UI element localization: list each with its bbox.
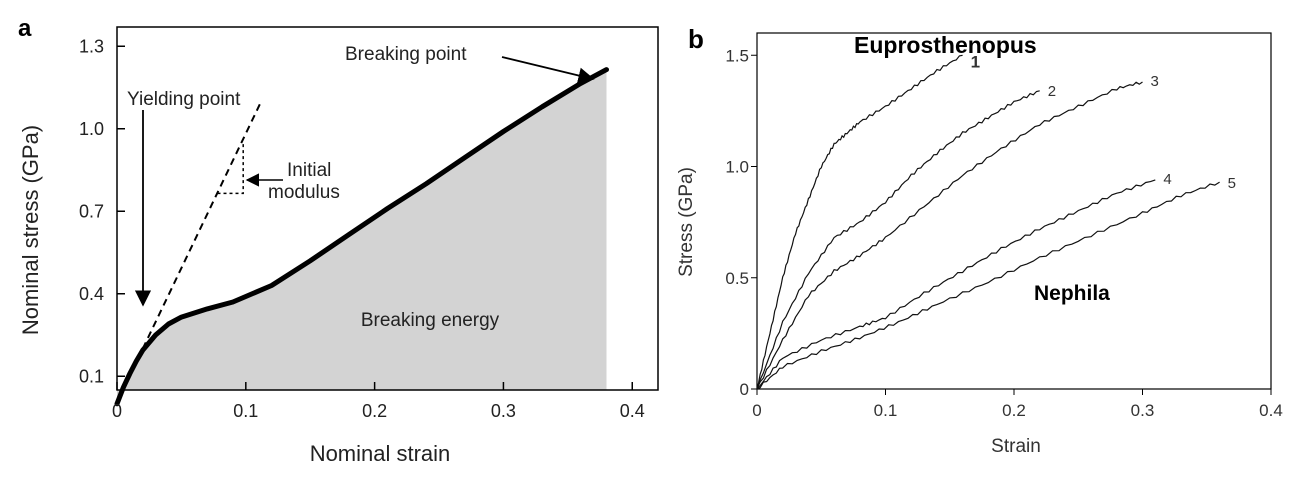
series-line-5: [756, 181, 1220, 390]
series-line-1: [756, 54, 963, 390]
panel-a-x-tick-label: 0: [112, 401, 122, 421]
modulus-triangle: [217, 143, 244, 195]
euprosthenopus-label: Euprosthenopus: [854, 32, 1037, 58]
panel-b-series: 1 2 3 4 5: [756, 52, 1236, 390]
series-label-4: 4: [1163, 171, 1171, 188]
stress-strain-curve: [114, 67, 609, 407]
panel-a-x-axis-label: Nominal strain: [310, 441, 451, 466]
series-line-4: [756, 179, 1156, 390]
panel-a-x-tick-label: 0.4: [620, 401, 645, 421]
panel-a-y-ticks: 0.1 0.4 0.7 1.0 1.3: [79, 36, 125, 386]
panel-b-x-tick-label: 0: [752, 401, 761, 420]
panel-a-y-tick-label: 0.1: [79, 366, 104, 386]
panel-b-y-tick-label: 1.5: [725, 46, 749, 65]
panel-a-label: a: [18, 15, 32, 42]
panel-a-frame: [116, 26, 659, 391]
panel-a-x-tick-label: 0.3: [491, 401, 516, 421]
breaking-point-arrow: [501, 56, 595, 84]
series-line-3: [756, 81, 1143, 390]
breaking-point-label: Breaking point: [345, 44, 467, 65]
panel-a-x-tick-label: 0.1: [233, 401, 258, 421]
nephila-label: Nephila: [1034, 282, 1110, 305]
series-label-5: 5: [1228, 175, 1236, 192]
panel-a-y-tick-label: 0.4: [79, 284, 104, 304]
panel-a: a 0 0.1 0.2 0.3 0.4 0.1 0.4 0.7 1.0 1.3 Nominal …: [18, 15, 659, 466]
series-label-1: 1: [971, 52, 980, 71]
panel-b-x-axis-label: Strain: [991, 436, 1041, 457]
panel-b-y-tick-label: 0: [740, 380, 749, 399]
series-label-2: 2: [1048, 83, 1056, 100]
panel-b-label: b: [688, 24, 704, 54]
panel-a-y-tick-label: 1.3: [79, 36, 104, 56]
panel-b-x-tick-label: 0.2: [1002, 401, 1026, 420]
panel-b-x-tick-label: 0.1: [874, 401, 898, 420]
panel-b-y-tick-label: 1.0: [725, 158, 749, 177]
panel-a-y-tick-label: 0.7: [79, 201, 104, 221]
breaking-energy-label: Breaking energy: [361, 310, 500, 331]
panel-a-y-tick-label: 1.0: [79, 119, 104, 139]
series-line-2: [756, 90, 1040, 390]
series-label-3: 3: [1151, 73, 1159, 90]
panel-a-x-tick-label: 0.2: [362, 401, 387, 421]
panel-b-x-tick-label: 0.3: [1131, 401, 1155, 420]
panel-a-x-ticks: 0 0.1 0.2 0.3 0.4: [112, 382, 645, 421]
breaking-energy-area: [117, 69, 607, 404]
panel-b-y-ticks: 0 0.5 1.0 1.5: [725, 46, 757, 399]
panel-a-y-axis-label: Nominal stress (GPa): [18, 125, 43, 335]
initial-modulus-label-line2: modulus: [268, 182, 340, 203]
initial-modulus-label-line1: Initial: [287, 160, 331, 181]
panel-b-y-tick-label: 0.5: [725, 269, 749, 288]
panel-b-x-tick-label: 0.4: [1259, 401, 1283, 420]
panel-b-x-ticks: 0 0.1 0.2 0.3 0.4: [752, 389, 1283, 420]
initial-modulus-line: [141, 100, 263, 350]
panel-b-y-axis-label: Stress (GPa): [676, 167, 697, 277]
yielding-point-label: Yielding point: [127, 89, 241, 110]
